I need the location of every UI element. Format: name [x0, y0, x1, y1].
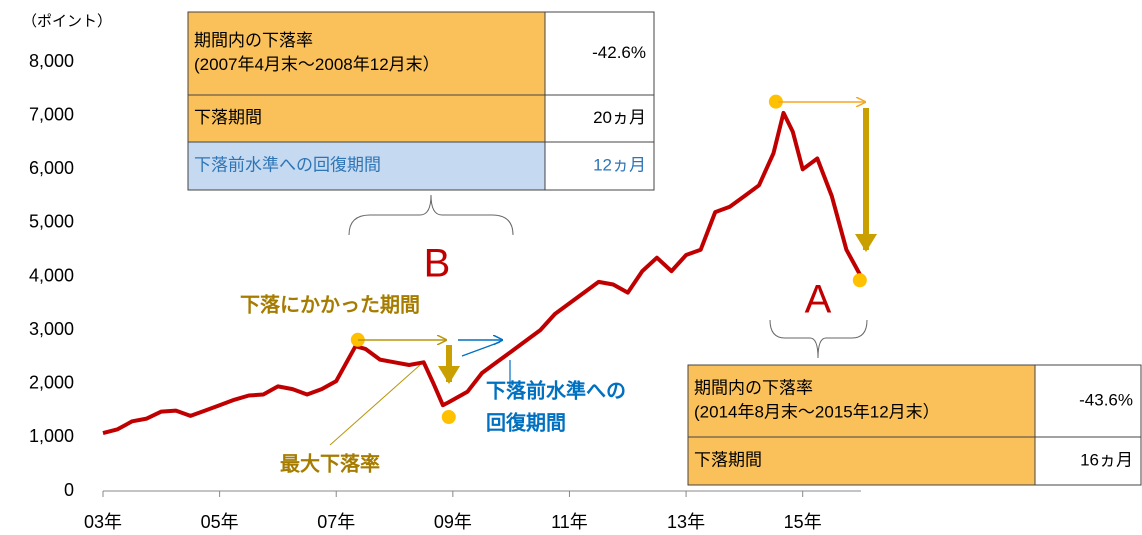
- y-axis-label: （ポイント）: [22, 13, 112, 30]
- table-label: 期間内の下落率: [194, 31, 313, 50]
- table-cell: [544, 141, 655, 191]
- y-tick-label: 6,000: [29, 158, 74, 178]
- brace: [348, 194, 514, 236]
- axes: 0 1,000 2,000 3,000 4,000 5,000 6,000 7,000 8,00…: [29, 51, 861, 532]
- table-label: 下落前水準への回復期間: [194, 155, 381, 174]
- brace: [769, 319, 868, 359]
- table-cell: [187, 11, 546, 96]
- annotation: 下落にかかった期間: [240, 293, 420, 316]
- leader: [461, 341, 501, 357]
- x-tick-label: 03年: [84, 512, 122, 532]
- y-tick-label: 8,000: [29, 51, 74, 71]
- table-label: 下落期間: [194, 108, 262, 127]
- y-tick-label: 1,000: [29, 426, 74, 446]
- annotation: 下落前水準への: [486, 378, 626, 402]
- x-tick-label: 05年: [201, 512, 239, 532]
- marker: [441, 409, 456, 424]
- x-tick-label: 07年: [317, 512, 355, 532]
- table-cell: [1034, 436, 1142, 486]
- label-b: B: [424, 242, 451, 286]
- table-value: -43.6%: [1079, 390, 1133, 409]
- marker: [852, 273, 867, 288]
- table-cell: [687, 436, 1036, 486]
- annotations: B A 下落にかかった期間 最大下落率 下落前水準への 回復期間: [240, 102, 877, 475]
- line: [102, 110, 863, 436]
- table-cell: [544, 11, 655, 96]
- table-label: 下落期間: [694, 450, 762, 469]
- table-cell: [687, 364, 1036, 438]
- table-cell: [187, 141, 546, 191]
- table-label: (2007年4月末～2008年12月末）: [194, 55, 440, 74]
- leader: [329, 364, 421, 446]
- table-cell: [1034, 364, 1142, 438]
- x-tick-label: 11年: [551, 512, 588, 532]
- table-cell: [544, 94, 655, 143]
- table-cell: [187, 94, 546, 143]
- y-tick-label: 5,000: [29, 212, 74, 232]
- marker: [350, 332, 365, 347]
- table-value: 20ヵ月: [593, 108, 646, 127]
- marker: [768, 94, 783, 109]
- table-value: 12ヵ月: [593, 155, 646, 174]
- label-a: A: [805, 278, 832, 322]
- table-value: 16ヵ月: [1080, 450, 1133, 469]
- annotation: 最大下落率: [280, 451, 380, 475]
- x-tick-label: 09年: [434, 512, 472, 532]
- x-tick-label: 15年: [784, 512, 822, 532]
- table-label: 期間内の下落率: [694, 378, 813, 397]
- y-tick-label: 7,000: [29, 104, 74, 124]
- y-tick-label: 3,000: [29, 319, 74, 339]
- tables: 期間内の下落率 (2007年4月末～2008年12月末） -42.6% 下落期間 20ヵ…: [187, 11, 1142, 486]
- y-tick-label: 2,000: [29, 373, 74, 393]
- x-tick-label: 13年: [667, 512, 705, 532]
- table-label: (2014年8月末～2015年12月末）: [694, 402, 940, 421]
- y-tick-label: 0: [64, 480, 74, 500]
- annotation: 回復期間: [486, 410, 566, 434]
- y-tick-label: 4,000: [29, 265, 74, 285]
- table-value: -42.6%: [592, 43, 646, 62]
- plot: [102, 94, 867, 436]
